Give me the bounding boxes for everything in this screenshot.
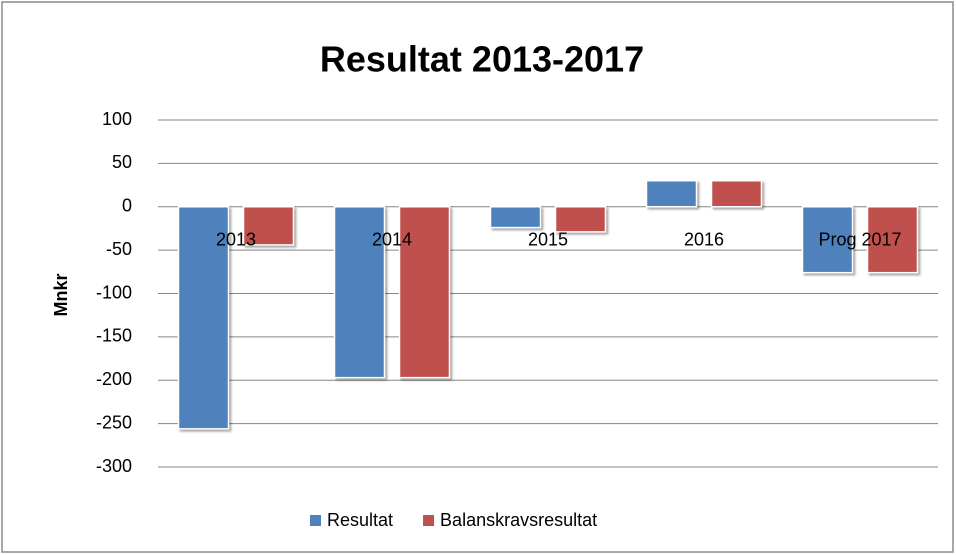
x-tick-label: Prog 2017 [818, 230, 901, 250]
x-tick-label: 2014 [372, 230, 412, 250]
y-tick-label: -100 [96, 282, 132, 302]
bar [554, 206, 607, 233]
x-tick-label: 2013 [216, 230, 256, 250]
bar [333, 206, 386, 379]
legend-swatch [423, 515, 435, 526]
bar [489, 206, 542, 229]
bar [177, 206, 230, 430]
y-tick-label: -50 [106, 239, 132, 259]
y-tick-label: 100 [102, 109, 132, 129]
y-tick-label: -200 [96, 369, 132, 389]
bar [710, 179, 763, 208]
legend-label: Resultat [327, 510, 393, 530]
y-tick-label: -300 [96, 456, 132, 476]
y-tick-label: 0 [122, 196, 132, 216]
legend-label: Balanskravsresultat [440, 510, 597, 530]
bar [866, 206, 919, 274]
y-tick-label: -250 [96, 412, 132, 432]
bars [177, 179, 919, 430]
bar [801, 206, 854, 274]
bar [645, 179, 698, 208]
x-tick-label: 2016 [684, 230, 724, 250]
y-axis-label: Mnkr [51, 273, 71, 316]
y-tick-label: -150 [96, 326, 132, 346]
x-tick-label: 2015 [528, 230, 568, 250]
bar [242, 206, 295, 246]
legend-swatch [310, 515, 321, 526]
chart-title: Resultat 2013-2017 [320, 39, 644, 80]
bar [398, 206, 451, 379]
y-tick-label: 50 [112, 152, 132, 172]
legend: Resultat Balanskravsresultat [310, 510, 597, 530]
labels: 2013 2014 2015 2016 Prog 2017 [216, 230, 902, 250]
